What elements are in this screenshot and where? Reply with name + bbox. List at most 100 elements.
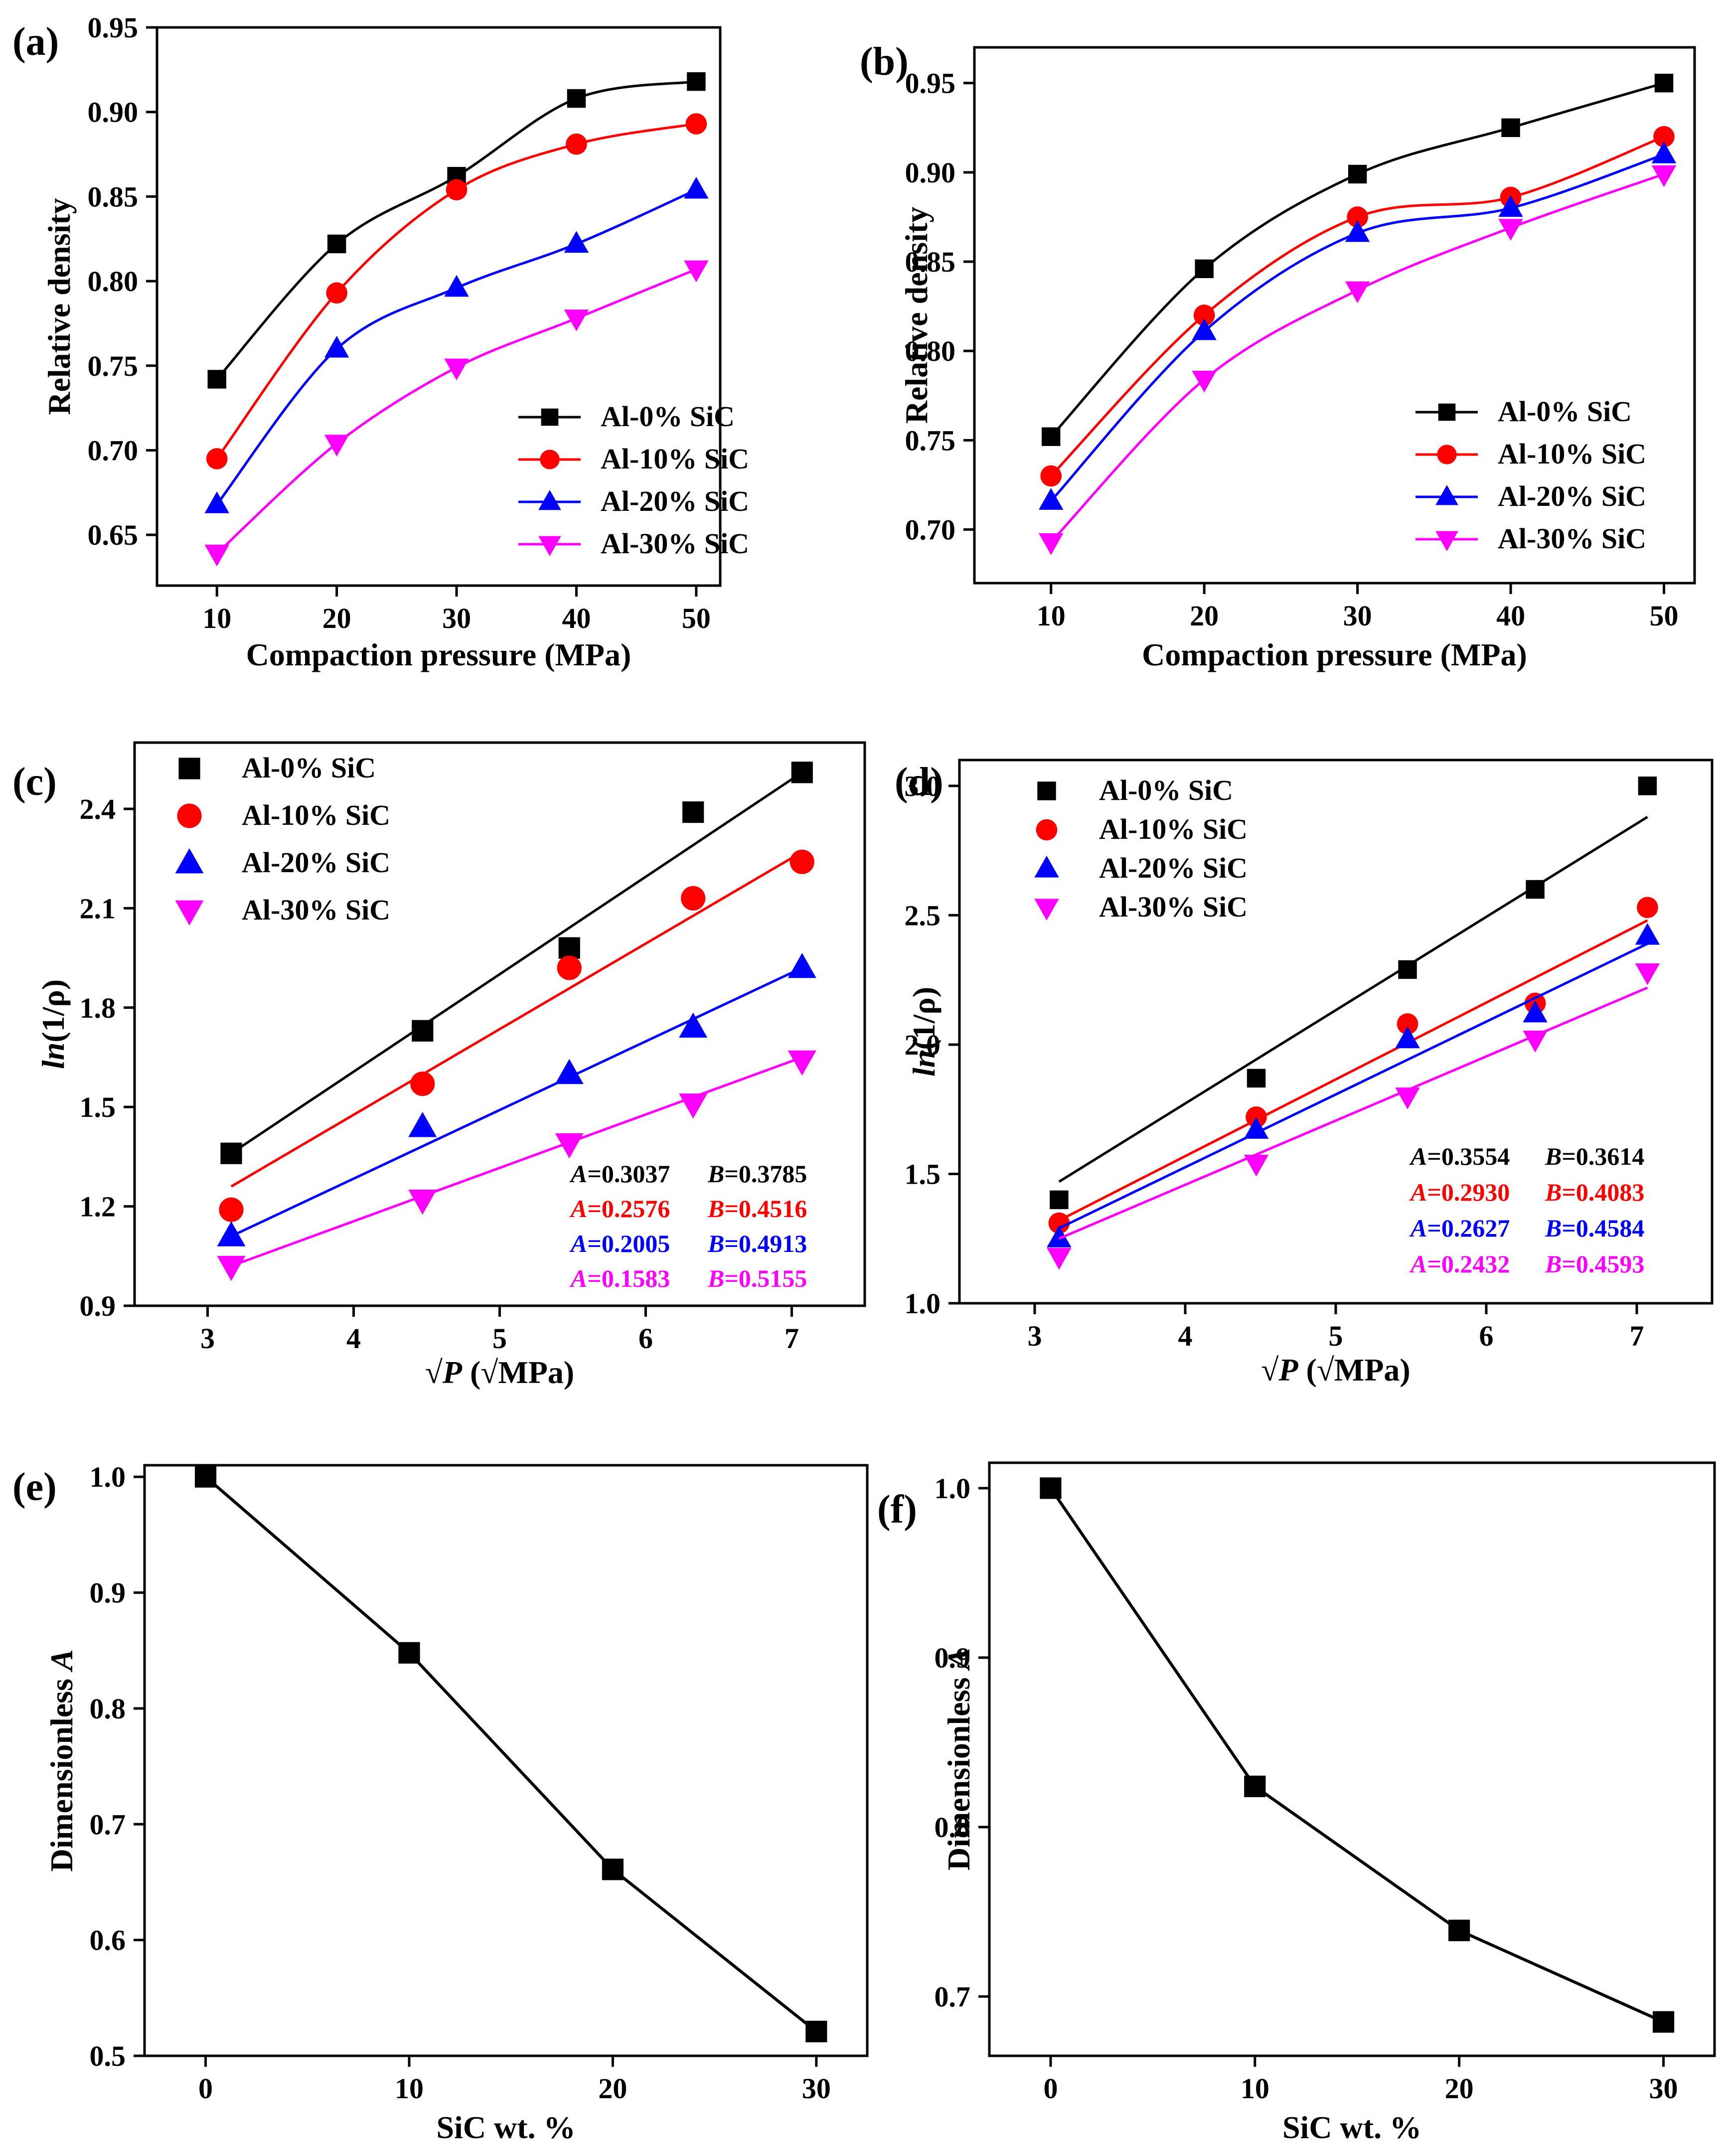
- annotation-b: B=0.4913: [707, 1230, 807, 1257]
- series-line-dimensionless-a: [204, 1475, 817, 2033]
- y-tick-label: 0.95: [88, 11, 139, 44]
- data-point-al-30-sic: [684, 260, 709, 283]
- y-tick-label: 0.80: [88, 265, 139, 298]
- y-tick-label: 1.0: [905, 1287, 941, 1320]
- data-point-dimensionless-a: [398, 1642, 420, 1664]
- x-tick-label: 4: [1178, 1320, 1193, 1352]
- fit-line-al-30-sic: [231, 1056, 803, 1267]
- data-point-al-20-sic: [1395, 1026, 1420, 1049]
- legend-marker: [175, 848, 204, 874]
- x-tick-label: 30: [1649, 2072, 1678, 2105]
- fit-curve-al-0-sic: [216, 80, 697, 380]
- legend-marker: [1034, 856, 1059, 878]
- x-tick-label: 20: [1445, 2072, 1474, 2105]
- y-tick-label: 0.85: [88, 180, 139, 213]
- y-tick-label: 2.0: [905, 1029, 941, 1061]
- x-tick-label: 5: [492, 1322, 507, 1355]
- data-point-al-20-sic: [1523, 1000, 1548, 1023]
- x-tick-label: 30: [442, 602, 471, 634]
- annotation-b: B=0.4584: [1545, 1214, 1644, 1242]
- legend-label: Al-20% SiC: [1099, 852, 1248, 884]
- data-point-al-10-sic: [681, 886, 706, 911]
- legend-label: Al-30% SiC: [601, 527, 749, 560]
- x-tick-label: 40: [1496, 600, 1525, 632]
- data-point-al-0-sic: [1195, 259, 1214, 279]
- data-point-al-30-sic: [1244, 1155, 1269, 1177]
- legend-marker: [175, 900, 204, 925]
- data-point-al-20-sic: [1192, 318, 1217, 340]
- data-point-al-10-sic: [1653, 126, 1675, 148]
- data-point-al-0-sic: [687, 72, 706, 91]
- x-tick-label: 7: [784, 1322, 799, 1355]
- annotation-b: B=0.3614: [1545, 1142, 1644, 1170]
- legend-label: Al-20% SiC: [242, 846, 390, 879]
- x-tick-label: 3: [1028, 1320, 1042, 1352]
- y-tick-label: 1.0: [90, 1461, 126, 1493]
- data-point-al-30-sic: [1395, 1087, 1420, 1109]
- y-axis-title: Dimensionless A: [941, 1648, 976, 1870]
- legend-label: Al-0% SiC: [242, 752, 376, 784]
- x-tick-label: 6: [638, 1322, 653, 1355]
- data-point-al-10-sic: [1637, 897, 1658, 919]
- x-axis-title: √P (√MPa): [1261, 1352, 1410, 1387]
- y-tick-label: 0.65: [88, 519, 139, 551]
- y-tick-label: 0.90: [905, 156, 956, 189]
- data-point-al-20-sic: [1651, 142, 1677, 163]
- data-point-al-20-sic: [679, 1012, 708, 1038]
- annotation-b: B=0.4083: [1545, 1178, 1644, 1206]
- panel-label: (f): [877, 1488, 917, 1532]
- x-tick-label: 50: [682, 602, 711, 634]
- data-point-al-20-sic: [564, 231, 589, 253]
- data-point-al-0-sic: [791, 762, 813, 783]
- data-point-al-30-sic: [1047, 1247, 1072, 1270]
- x-axis-title: Compaction pressure (MPa): [1142, 637, 1527, 672]
- annotation-a: A=0.2930: [1409, 1178, 1510, 1206]
- legend-marker: [1437, 445, 1457, 464]
- chart-panel-3: (c) 3 4 5 6 7 0.9 1.2 1.5 1.8 2.1 2.4 √P (√MPa) ln(1/…: [12, 741, 866, 1390]
- x-axis-title: √P (√MPa): [425, 1355, 574, 1390]
- data-point-al-20-sic: [217, 1221, 246, 1246]
- y-tick-label: 0.9: [90, 1577, 126, 1609]
- x-tick-label: 20: [322, 602, 351, 634]
- data-point-dimensionless-a: [1244, 1775, 1266, 1797]
- chart-panel-1: (a) 10 20 30 40 50 0.65 0.70 0.75 0.80 0.85 0.90 0.9…: [12, 11, 749, 672]
- fit-line-al-10-sic: [1058, 919, 1648, 1222]
- data-point-al-10-sic: [410, 1072, 435, 1096]
- panel-label: (e): [12, 1465, 57, 1509]
- data-point-al-0-sic: [1247, 1069, 1266, 1088]
- x-tick-label: 30: [802, 2072, 831, 2105]
- legend-label: Al-30% SiC: [242, 894, 390, 926]
- data-point-al-10-sic: [789, 849, 814, 874]
- data-point-dimensionless-a: [805, 2020, 827, 2042]
- chart-panel-4: (d) 3 4 5 6 7 1.0 1.5 2.0 2.5 3.0 √P (√MPa) ln(1/ρ) A…: [895, 759, 1714, 1387]
- data-point-al-30-sic: [1523, 1030, 1548, 1053]
- data-point-al-10-sic: [1347, 206, 1368, 228]
- data-point-al-20-sic: [1039, 488, 1064, 510]
- legend-label: Al-30% SiC: [1099, 891, 1248, 923]
- legend-marker: [541, 408, 559, 426]
- x-tick-label: 3: [200, 1322, 215, 1355]
- y-tick-label: 1.8: [80, 992, 116, 1024]
- legend-label: Al-10% SiC: [601, 443, 749, 475]
- plot-frame: [156, 26, 722, 587]
- panel-label: (d): [895, 760, 943, 804]
- data-point-al-30-sic: [444, 358, 469, 381]
- y-tick-label: 0.70: [88, 434, 139, 466]
- y-tick-label: 0.9: [80, 1290, 116, 1322]
- legend-marker: [538, 536, 561, 556]
- legend-label: Al-0% SiC: [1498, 395, 1632, 428]
- data-point-al-0-sic: [1398, 960, 1417, 979]
- data-point-al-20-sic: [324, 335, 349, 358]
- fit-line-al-10-sic: [230, 851, 803, 1188]
- data-point-al-0-sic: [1501, 118, 1520, 137]
- annotation-b: B=0.4593: [1545, 1250, 1644, 1278]
- y-tick-label: 1.2: [80, 1191, 116, 1223]
- annotation-a: A=0.2627: [1409, 1214, 1510, 1242]
- chart-panel-6: (f) 0 10 20 30 0.7 0.8 0.9 1.0 SiC wt. % Dimension…: [877, 1461, 1716, 2145]
- fit-curve-al-0-sic: [1050, 82, 1665, 438]
- y-tick-label: 0.8: [90, 1693, 126, 1725]
- y-tick-label: 0.7: [90, 1808, 126, 1841]
- legend-marker: [540, 450, 560, 469]
- data-point-al-10-sic: [557, 955, 582, 980]
- data-point-al-30-sic: [1345, 281, 1370, 304]
